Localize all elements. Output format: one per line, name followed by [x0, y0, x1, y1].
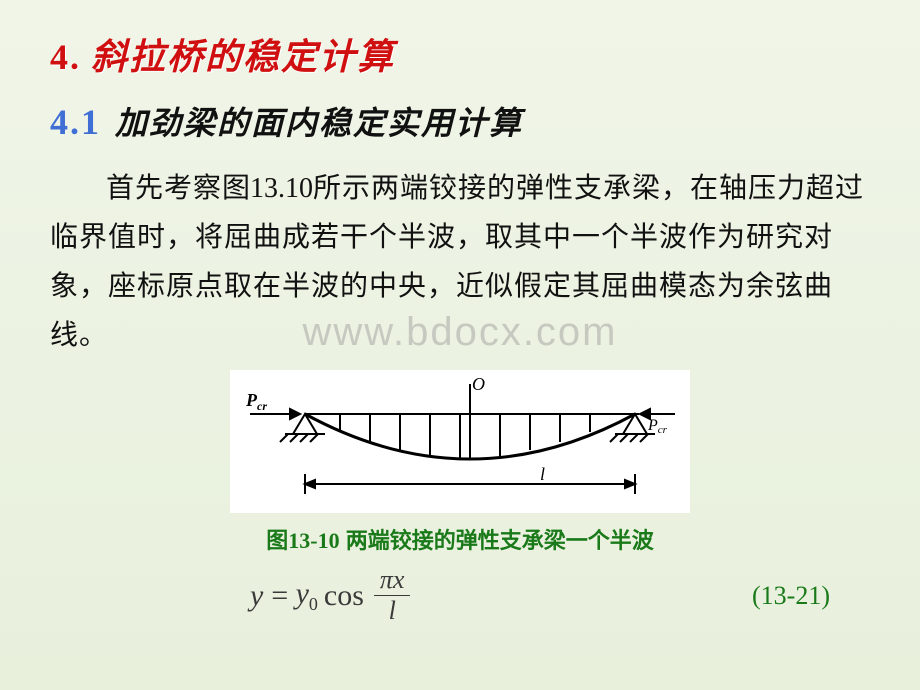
- equation-number: (13-21): [752, 581, 830, 611]
- right-force-label: Pcr: [647, 417, 668, 436]
- heading-2-num: 4.1: [50, 102, 101, 142]
- eq-equals: =: [269, 579, 289, 613]
- axis-origin-label: O: [472, 376, 485, 394]
- heading-1-text: 斜拉桥的稳定计算: [91, 36, 395, 77]
- body-paragraph: 首先考察图13.10所示两端铰接的弹性支承梁，在轴压力超过临界值时，将屈曲成若干…: [50, 164, 870, 360]
- caption-id: 图13-10: [266, 528, 339, 553]
- eq-func: cos: [324, 579, 364, 613]
- figure-13-10: O Pcr Pcr l: [230, 370, 690, 513]
- caption-text: 两端铰接的弹性支承梁一个半波: [346, 528, 654, 553]
- eq-frac: πx l: [374, 567, 411, 624]
- figure-block: O Pcr Pcr l 图13-10 两端铰接的弹性支承梁一个半波: [50, 370, 870, 555]
- span-label: l: [540, 464, 545, 484]
- figure-caption: 图13-10 两端铰接的弹性支承梁一个半波: [50, 523, 870, 555]
- beam-diagram-svg: O Pcr Pcr l: [240, 376, 680, 506]
- equation-13-21: y = y0 cos πx l: [250, 567, 410, 624]
- eq-frac-top: πx: [374, 567, 411, 596]
- heading-2-text: 加劲梁的面内稳定实用计算: [115, 105, 523, 141]
- eq-y0: y0: [296, 577, 318, 615]
- para-pre: 首先考察: [106, 173, 222, 204]
- para-figref: 图13.10: [222, 173, 313, 204]
- left-force-label: Pcr: [245, 390, 267, 413]
- heading-1: 4.斜拉桥的稳定计算: [50, 28, 870, 80]
- equation-row: y = y0 cos πx l (13-21): [50, 567, 870, 624]
- heading-2: 4.1 加劲梁的面内稳定实用计算: [50, 98, 870, 144]
- eq-lhs: y: [250, 579, 263, 613]
- heading-1-num: 4.: [50, 37, 81, 77]
- eq-frac-bot: l: [389, 596, 396, 624]
